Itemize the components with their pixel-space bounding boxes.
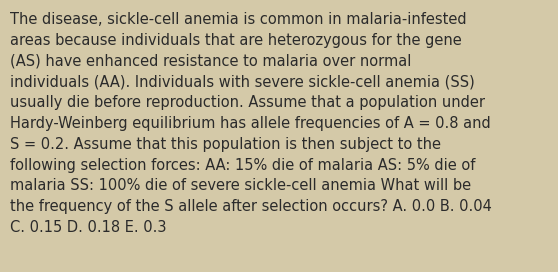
Text: The disease, sickle-cell anemia is common in malaria-infested
areas because indi: The disease, sickle-cell anemia is commo… [10,12,492,235]
